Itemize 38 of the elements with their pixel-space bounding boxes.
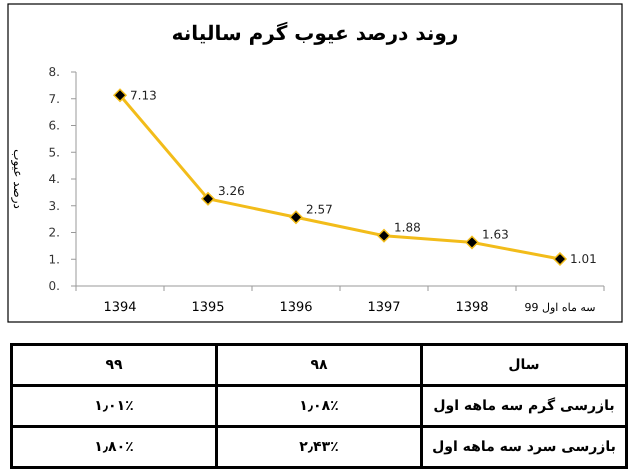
x-tick-label: 1395: [191, 300, 225, 315]
text: ۹۸: [216, 344, 422, 386]
point: [553, 252, 567, 266]
data-label: 1.88: [394, 220, 421, 235]
y-tick-label: 0.: [48, 279, 60, 293]
data-label: 7.13: [130, 88, 157, 102]
y-axis-title: درصد عیوب: [11, 149, 25, 209]
text: ۹۹: [12, 344, 216, 386]
point: [377, 228, 391, 242]
text: سال: [422, 344, 626, 386]
chart-title: روند درصد عیوب گرم سالیانه: [172, 21, 458, 45]
data-label: 2.57: [306, 202, 333, 216]
x-tick-label: سه ماه اول 99: [524, 301, 596, 314]
data-label: 1.01: [570, 252, 597, 266]
x-tick-label: 1394: [103, 300, 137, 315]
text: ۱٫۰۱٪: [12, 386, 216, 426]
data-label: 3.26: [218, 184, 245, 198]
y-tick-label: 8.: [48, 65, 60, 79]
point: [465, 236, 479, 250]
y-tick-label: 1.: [48, 252, 60, 266]
y-tick-label: 7.: [48, 92, 60, 106]
x-tick-label: 1396: [279, 300, 313, 315]
x-tick-label: 1398: [455, 300, 489, 315]
text: ۲٫۴۳٪: [216, 426, 422, 468]
text: بازرسی سرد سه ماهه اول: [422, 426, 626, 468]
text: بازرسی گرم سه ماهه اول: [422, 386, 626, 426]
text: ۱٫۸۰٪: [12, 426, 216, 468]
point: [113, 88, 127, 102]
y-tick-label: 2.: [48, 226, 60, 240]
x-tick-label: 1397: [367, 300, 401, 315]
data-label: 1.63: [482, 227, 509, 242]
text: ۱٫۰۸٪: [216, 386, 422, 426]
point: [289, 210, 303, 224]
point: [201, 192, 215, 206]
y-tick-label: 5.: [48, 145, 60, 160]
y-tick-label: 4.: [48, 172, 60, 186]
y-tick-label: 3.: [48, 198, 60, 213]
y-tick-label: 6.: [48, 118, 60, 132]
